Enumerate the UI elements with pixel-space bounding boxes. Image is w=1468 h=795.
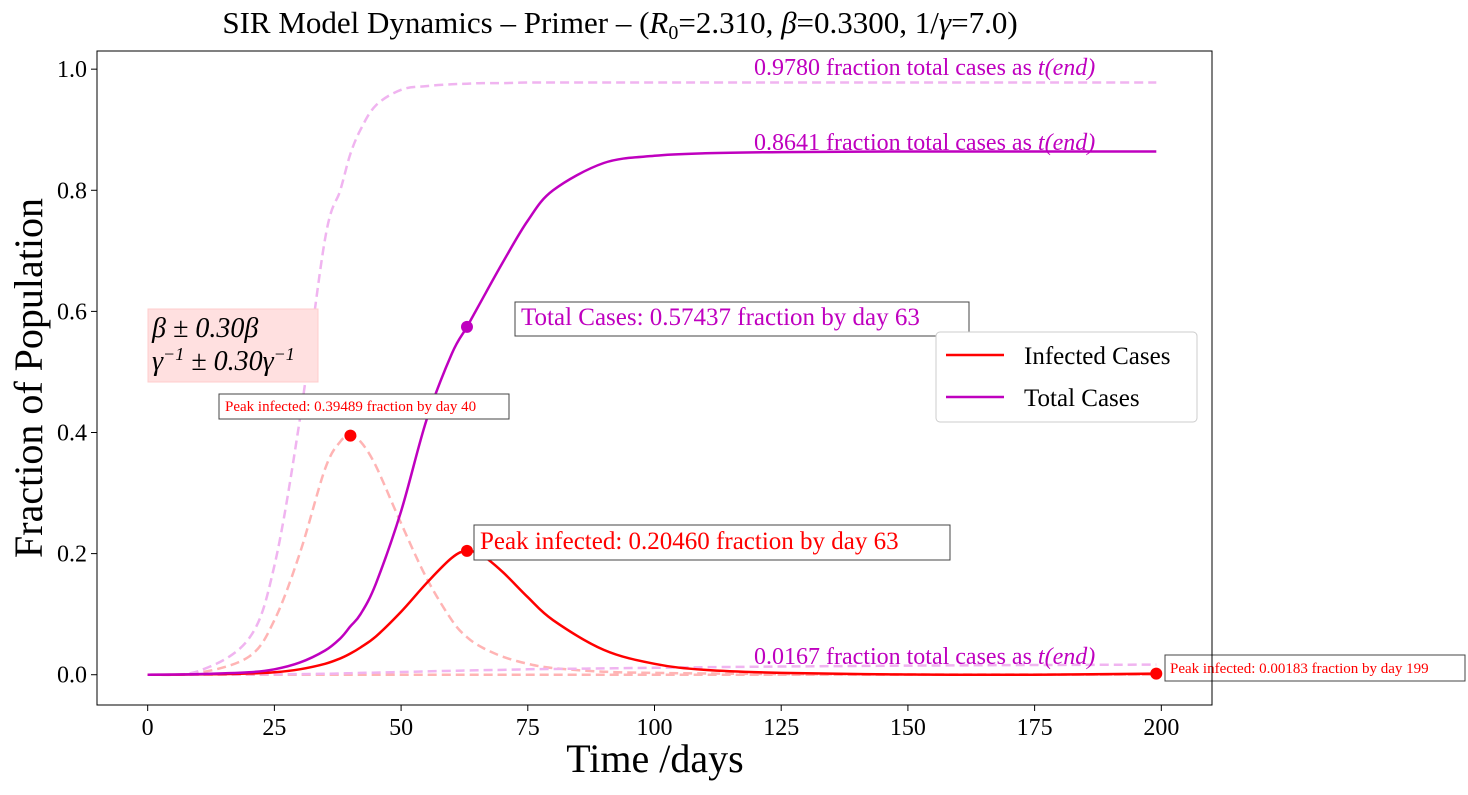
marker-point-2 <box>460 320 473 333</box>
x-axis-title: Time /days <box>566 736 743 781</box>
x-tick-label: 125 <box>763 715 799 741</box>
y-tick-label: 0.6 <box>57 299 87 325</box>
marker-point-3 <box>1150 667 1163 680</box>
legend-label-infected: Infected Cases <box>1024 343 1170 370</box>
peak-main-box <box>473 524 951 561</box>
peak-dashed-annotation: Peak infected: 0.39489 fraction by day 4… <box>225 399 476 415</box>
y-tick-label: 0.4 <box>57 421 87 447</box>
parameter-box: β ± 0.30β γ−1 ± 0.30γ−1 <box>147 308 319 383</box>
peak-end-box <box>1164 654 1466 682</box>
total-main-box <box>514 301 970 337</box>
marker-point-0 <box>344 429 357 442</box>
marker-point-1 <box>460 544 473 557</box>
x-tick-label: 175 <box>1017 715 1053 741</box>
peak-dashed-box <box>218 393 510 420</box>
beta-range-label: β ± 0.30β <box>151 313 258 344</box>
gamma-range-label: γ−1 ± 0.30γ−1 <box>152 344 295 377</box>
total-main-annotation: Total Cases: 0.57437 fraction by day 63 <box>521 304 920 331</box>
x-tick-label: 50 <box>389 715 413 741</box>
legend: Infected Cases Total Cases <box>935 331 1198 423</box>
final-upper-annotation: 0.9780 fraction total cases as t(end) <box>754 55 1095 81</box>
series-line-5-dashed <box>147 663 1157 676</box>
peak-main-annotation: Peak infected: 0.20460 fraction by day 6… <box>480 528 899 555</box>
x-tick-label: 25 <box>262 715 286 741</box>
y-tick-label: 0.0 <box>57 663 87 689</box>
x-tick-label: 200 <box>1143 715 1179 741</box>
axes-frame <box>96 50 1213 706</box>
y-tick-label: 0.2 <box>57 542 87 568</box>
plot-area <box>147 81 1163 680</box>
final-main-annotation: 0.8641 fraction total cases as t(end) <box>754 130 1095 156</box>
y-axis-title: Fraction of Population <box>6 198 51 558</box>
series-line-1 <box>147 150 1157 676</box>
parameter-box-background <box>147 308 319 383</box>
y-tick-label: 1.0 <box>57 57 87 83</box>
x-tick-label: 150 <box>890 715 926 741</box>
x-tick-label: 100 <box>637 715 673 741</box>
legend-label-total: Total Cases <box>1024 385 1140 412</box>
x-tick-label: 0 <box>142 715 154 741</box>
series-line-2-dashed <box>147 434 1157 677</box>
y-tick-label: 0.8 <box>57 178 87 204</box>
final-lower-annotation: 0.0167 fraction total cases as t(end) <box>754 644 1095 670</box>
peak-end-annotation: Peak infected: 0.00183 fraction by day 1… <box>1170 661 1429 677</box>
x-tick-label: 75 <box>516 715 540 741</box>
chart-title: SIR Model Dynamics – Primer – (R0=2.310,… <box>222 5 1017 44</box>
annotations: Peak infected: 0.39489 fraction by day 4… <box>218 55 1466 682</box>
series-line-3-dashed <box>147 81 1157 677</box>
axis-ticks: 0 25 50 75 100 125 150 175 200 0.0 0.2 0.4 0.6 0.8 1.0 <box>57 57 1179 741</box>
